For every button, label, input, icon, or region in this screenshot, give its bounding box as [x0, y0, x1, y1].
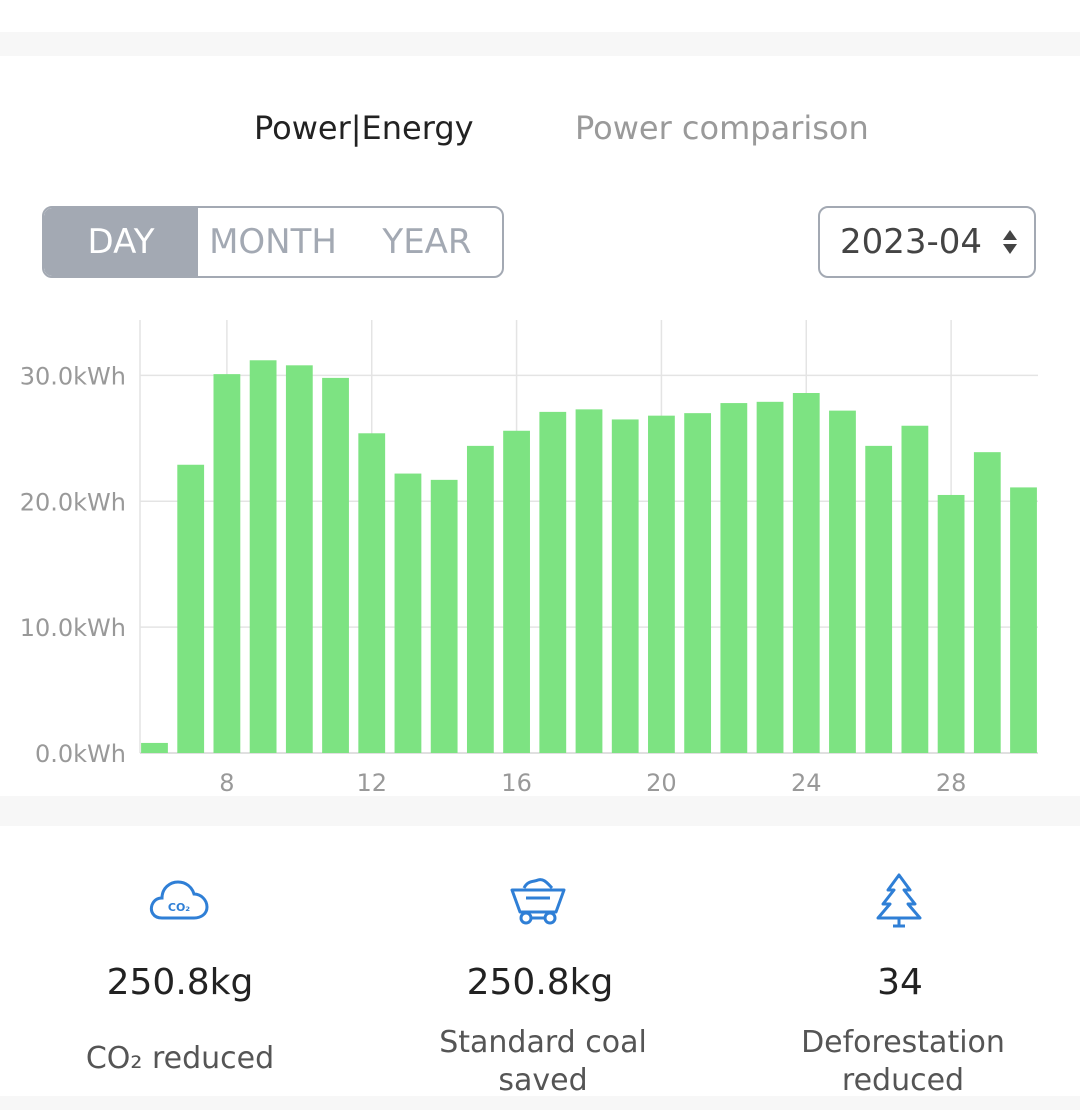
bar	[285, 365, 313, 753]
bar	[720, 403, 748, 753]
coal-saved-value: 250.8kg	[466, 962, 614, 1003]
bar	[575, 409, 603, 753]
bar	[865, 445, 893, 753]
energy-bar-chart: 0.0kWh 10.0kWh 20.0kWh 30.0kWh 8 12 16 20 24 28	[20, 320, 1038, 797]
coal-cart-icon	[510, 878, 566, 925]
bar	[466, 445, 494, 753]
svg-text:CO₂: CO₂	[168, 901, 190, 914]
bar	[684, 413, 712, 753]
deforestation-label: Deforestation reduced	[801, 1025, 1005, 1098]
bar	[503, 430, 530, 753]
x-tick-label: 20	[646, 769, 677, 797]
bar	[973, 452, 1001, 753]
coal-saved-label: Standard coal saved	[439, 1025, 647, 1098]
bar	[611, 419, 639, 753]
x-tick-label: 28	[936, 769, 967, 797]
x-tick-label: 12	[356, 769, 387, 797]
bar	[901, 425, 929, 753]
bar	[177, 464, 205, 753]
period-day-button[interactable]: DAY	[44, 208, 198, 276]
bar	[249, 360, 277, 753]
deforestation-value: 34	[877, 962, 923, 1003]
tab-power-comparison[interactable]: Power comparison	[575, 109, 869, 147]
bar	[141, 742, 168, 753]
period-selector: DAY MONTH YEAR	[42, 206, 504, 278]
bar	[213, 374, 241, 753]
co2-reduced-value: 250.8kg	[106, 962, 254, 1003]
bar	[539, 411, 567, 753]
sort-arrows-icon	[1003, 230, 1017, 254]
bar	[829, 410, 856, 753]
top-strip	[0, 0, 1080, 32]
x-tick-label: 24	[791, 769, 822, 797]
x-tick-label: 8	[219, 769, 234, 797]
bar	[792, 393, 820, 753]
co2-cloud-icon: CO₂	[149, 880, 209, 920]
period-year-button[interactable]: YEAR	[382, 222, 472, 262]
period-month-button[interactable]: MONTH	[209, 222, 337, 262]
metrics-card	[0, 826, 1080, 1096]
bar	[394, 473, 422, 753]
y-tick-label: 10.0kWh	[20, 614, 126, 642]
bar	[937, 494, 965, 753]
tree-icon	[876, 873, 922, 928]
bar	[430, 479, 458, 753]
date-picker-value: 2023-04	[840, 222, 983, 262]
bar	[648, 415, 675, 753]
bar	[358, 433, 386, 753]
bar	[1010, 487, 1037, 753]
y-tick-label: 30.0kWh	[20, 362, 126, 390]
date-picker[interactable]: 2023-04	[818, 206, 1036, 278]
co2-reduced-label: CO₂ reduced	[85, 1041, 275, 1076]
y-tick-label: 20.0kWh	[20, 488, 126, 516]
y-tick-label: 0.0kWh	[35, 740, 126, 768]
tab-power-energy[interactable]: Power|Energy	[254, 109, 474, 147]
x-tick-label: 16	[501, 769, 532, 797]
bar	[756, 401, 784, 753]
bar	[322, 377, 349, 753]
